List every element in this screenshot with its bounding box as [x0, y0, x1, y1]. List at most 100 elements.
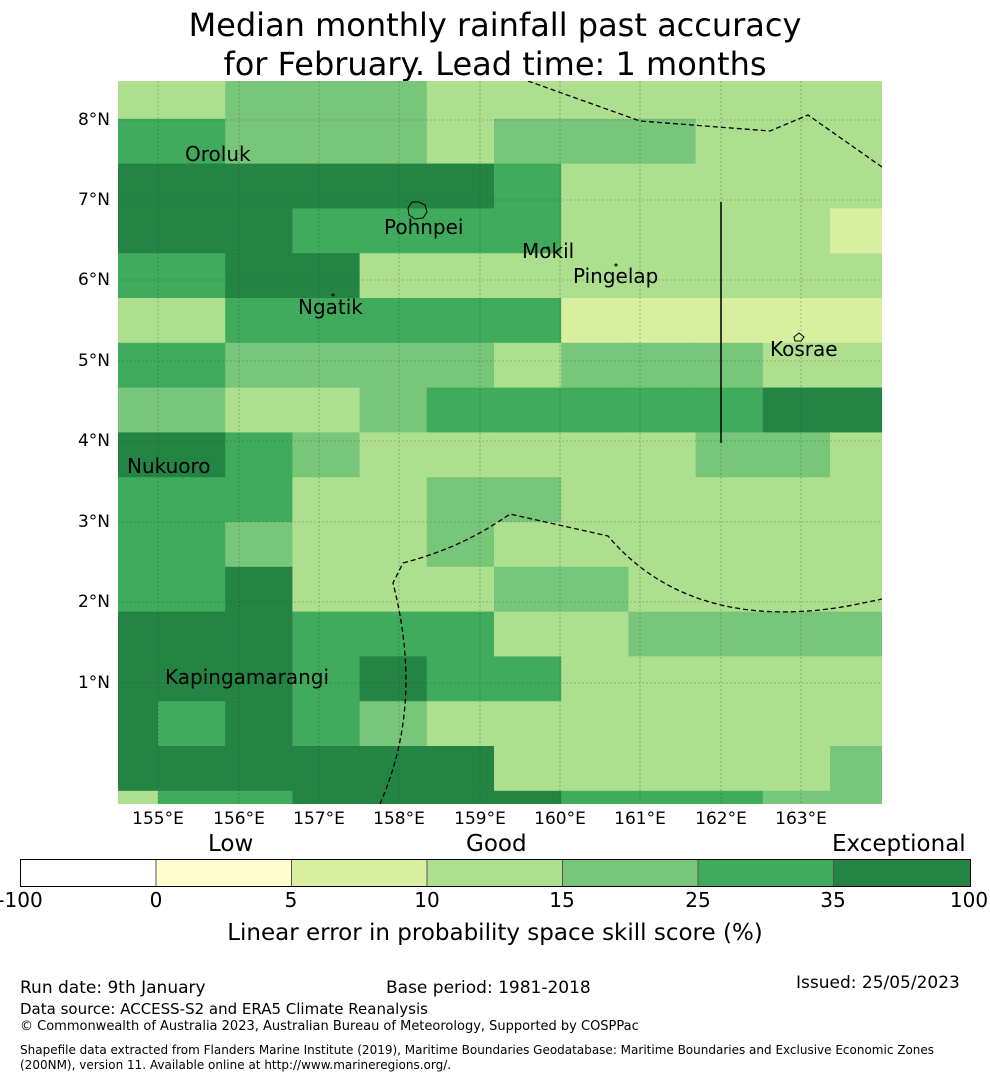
grid-cell: [494, 566, 562, 613]
grid-cell: [695, 611, 764, 657]
grid-cell: [225, 163, 293, 209]
grid-cell: [225, 253, 293, 299]
grid-cell: [695, 477, 764, 523]
colorbar-tick: 15: [549, 888, 575, 912]
grid-cell: [830, 342, 882, 389]
grid-cell: [118, 81, 159, 120]
grid-cell: [359, 790, 428, 804]
grid-cell: [158, 118, 226, 165]
grid-cell: [426, 208, 495, 254]
colorbar-label: Linear error in probability space skill …: [227, 920, 763, 946]
issued-date: Issued: 25/05/2023: [796, 973, 960, 993]
grid-cell: [830, 163, 882, 209]
kosrae-outline: [793, 332, 805, 342]
map-title-line-1: Median monthly rainfall past accuracy: [188, 6, 802, 44]
grid-cell: [762, 208, 831, 254]
grid-cell: [695, 253, 764, 299]
grid-cell: [762, 522, 831, 568]
grid-cell: [359, 298, 428, 344]
grid-cell: [225, 342, 293, 389]
grid-cell: [359, 387, 428, 433]
place-label-kapingamarangi: Kapingamarangi: [165, 665, 330, 689]
grid-cell: [494, 611, 562, 657]
grid-cell: [561, 522, 629, 568]
grid-cell: [292, 342, 361, 389]
lon-label-162e: 162°E: [695, 809, 747, 829]
grid-cell: [695, 566, 764, 613]
grid-cell: [359, 566, 428, 613]
lat-label-8n: 8°N: [77, 110, 110, 130]
colorbar-segment: [562, 859, 698, 887]
grid-cell: [359, 253, 428, 299]
grid-cell: [561, 342, 629, 389]
grid-cell: [118, 208, 159, 254]
map-title-line-2: for February. Lead time: 1 months: [223, 45, 767, 83]
grid-cell: [118, 611, 159, 657]
grid-cell: [561, 611, 629, 657]
grid-cell: [118, 253, 159, 299]
grid-cell: [426, 790, 495, 804]
lon-label-161e: 161°E: [614, 809, 666, 829]
grid-cell: [628, 118, 697, 165]
grid-cell: [118, 656, 159, 702]
grid-cell: [118, 746, 159, 792]
shapefile-credit-line-1: Shapefile data extracted from Flanders M…: [20, 1043, 935, 1057]
grid-cell: [158, 81, 226, 120]
grid-cell: [762, 701, 831, 747]
grid-cell: [628, 208, 697, 254]
lat-label-7n: 7°N: [77, 190, 110, 210]
place-label-mokil: Mokil: [522, 239, 575, 263]
grid-cell: [695, 342, 764, 389]
grid-cell: [426, 656, 495, 702]
colorbar-tick: 35: [820, 888, 846, 912]
grid-cell: [158, 522, 226, 568]
lon-label-156e: 156°E: [213, 809, 265, 829]
grid-cell: [561, 477, 629, 523]
grid-cell: [359, 611, 428, 657]
grid-cell: [118, 432, 159, 478]
grid-cell: [628, 701, 697, 747]
data-source: Data source: ACCESS-S2 and ERA5 Climate …: [20, 1000, 428, 1018]
grid-cell: [225, 522, 293, 568]
grid-cell: [830, 208, 882, 254]
lon-label-158e: 158°E: [373, 809, 425, 829]
grid-cell: [695, 790, 764, 804]
grid-cell: [426, 81, 495, 120]
grid-cell: [494, 477, 562, 523]
grid-cell: [628, 522, 697, 568]
grid-cell: [359, 522, 428, 568]
grid-cell: [830, 566, 882, 613]
grid-cell: [118, 566, 159, 613]
grid-cell: [225, 387, 293, 433]
grid-cell: [628, 298, 697, 344]
grid-cell: [494, 746, 562, 792]
eez-boundaries: [379, 81, 882, 804]
grid-cell: [561, 298, 629, 344]
grid-cell: [292, 81, 361, 120]
grid-cell: [359, 701, 428, 747]
grid-cell: [158, 746, 226, 792]
lat-label-3n: 3°N: [77, 512, 110, 532]
grid-cell: [762, 81, 831, 120]
grid-cell: [830, 701, 882, 747]
grid-cell: [292, 522, 361, 568]
grid-cell: [118, 387, 159, 433]
grid-cell: [628, 432, 697, 478]
grid-cell: [695, 432, 764, 478]
grid-cell: [225, 432, 293, 478]
grid-cell: [628, 81, 697, 120]
grid-cell: [494, 118, 562, 165]
grid-cell: [695, 522, 764, 568]
grid-cell: [225, 566, 293, 613]
grid-cell: [830, 790, 882, 804]
grid-cell: [695, 208, 764, 254]
grid-cell: [494, 432, 562, 478]
grid-cell: [426, 298, 495, 344]
grid-cell: [118, 701, 159, 747]
grid-cell: [830, 253, 882, 299]
grid-cell: [830, 477, 882, 523]
skill-score-map: [118, 81, 882, 804]
grid-cell: [695, 81, 764, 120]
grid-cell: [426, 432, 495, 478]
grid-cell: [561, 208, 629, 254]
